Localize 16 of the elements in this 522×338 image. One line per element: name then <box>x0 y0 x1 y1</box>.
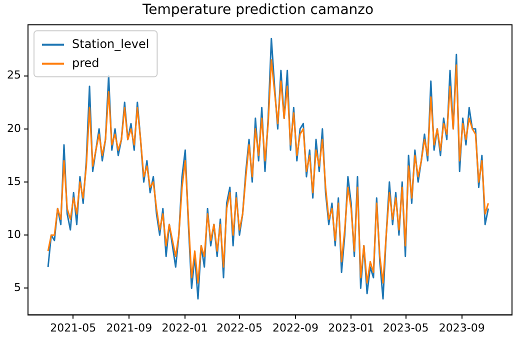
x-tick-label: 2023-05 <box>382 321 429 334</box>
x-tick-label: 2023-01 <box>328 321 374 334</box>
x-tick-label: 2022-01 <box>162 321 208 334</box>
x-tick-label: 2023-09 <box>438 321 485 334</box>
y-tick-label: 15 <box>6 174 21 188</box>
legend-label: pred <box>72 56 100 70</box>
x-tick-label: 2021-09 <box>106 321 152 334</box>
y-tick-label: 10 <box>6 228 21 241</box>
y-tick-label: 25 <box>6 68 21 82</box>
x-tick-label: 2022-05 <box>216 321 262 334</box>
x-tick-label: 2021-05 <box>50 321 96 334</box>
y-tick-label: 5 <box>14 281 21 294</box>
y-tick-label: 20 <box>6 122 21 135</box>
legend-label: Station_level <box>72 36 150 51</box>
chart-title: Temperature prediction camanzo <box>141 2 374 18</box>
x-tick-label: 2022-09 <box>272 321 319 334</box>
